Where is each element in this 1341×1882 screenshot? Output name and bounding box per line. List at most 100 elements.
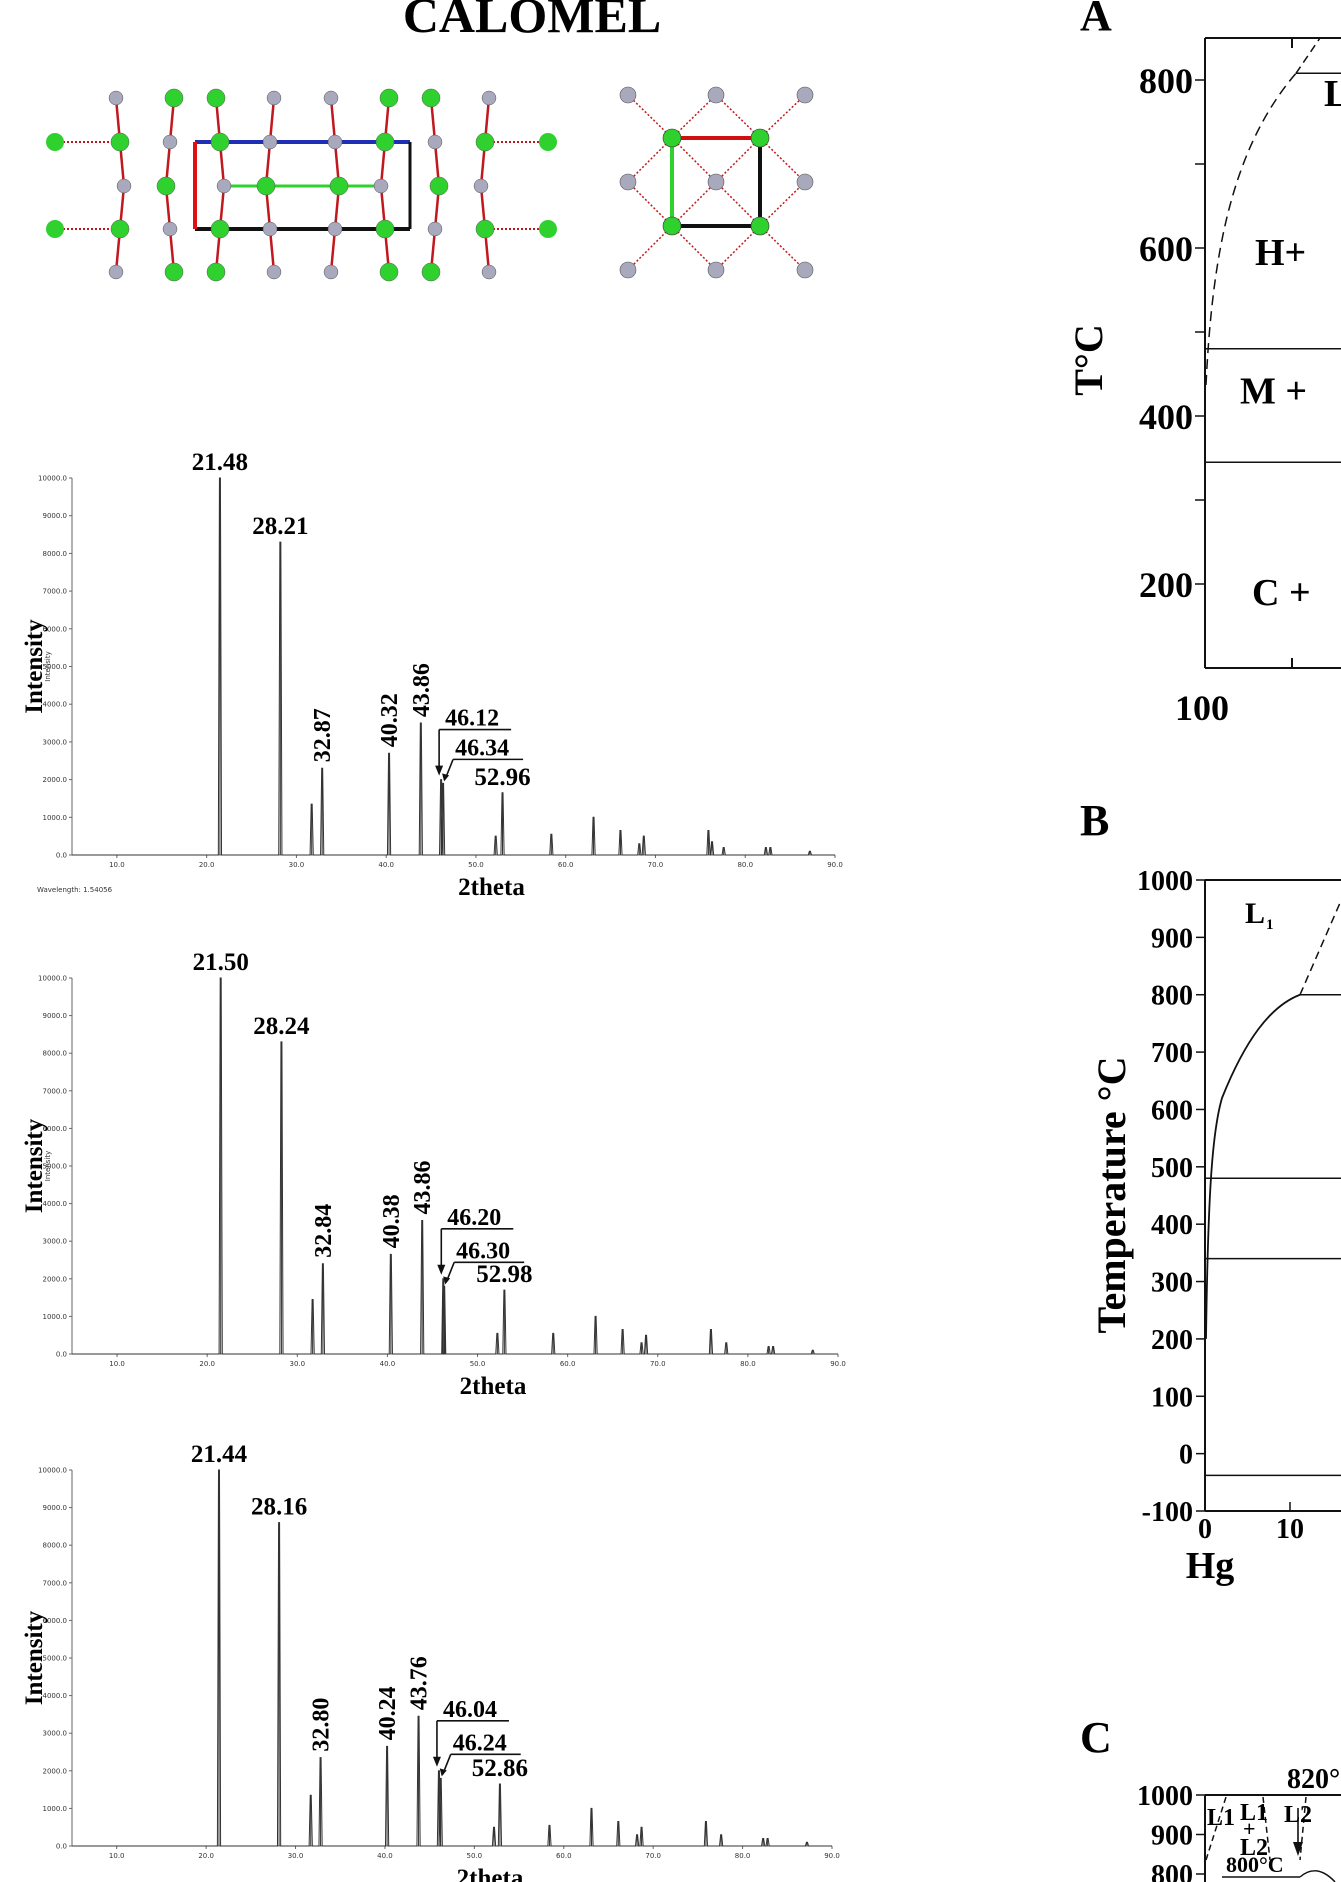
y-tick-label: 200 [1139,565,1193,605]
mercury-atom [796,261,814,279]
x-tick-label: 70.0 [645,1852,661,1860]
peak-label: 43.86 [410,1161,436,1215]
peak-label: 32.87 [310,708,336,762]
chlorine-atom [429,176,449,196]
y-tick-label: 7000.0 [43,588,68,596]
region-label: + [1243,1816,1256,1841]
y-axis-label: Intensity [21,1118,48,1213]
dotted-bond [671,137,717,183]
y-tick-label: 0.0 [56,1843,67,1851]
chlorine-atom [156,176,176,196]
y-tick-label: 300 [1151,1268,1193,1299]
dotted-bond [759,225,806,271]
boundary [1205,1796,1227,1861]
chlorine-atom [421,262,441,282]
x-tick-label: 90.0 [827,861,843,869]
annotation: 800°C [1226,1852,1284,1877]
x-tick-label: 20.0 [199,1360,215,1368]
y-tick-label: 500 [1151,1153,1193,1184]
dotted-bond [759,137,806,183]
crystal-structure-top-view [619,86,814,279]
dotted-bond [715,181,761,227]
region-label: M + [1240,370,1307,412]
y-tick-label: 9000.0 [43,1504,68,1512]
x-tick-label: 50.0 [470,1360,486,1368]
x-axis-label: 2theta [460,1373,527,1400]
y-tick-label: 1000 [1137,866,1193,897]
peak-label: 32.80 [309,1698,335,1752]
mercury-atom [327,221,343,237]
dotted-bond [715,225,761,271]
y-tick-label: 2000.0 [43,1275,68,1283]
y-axis-label: Intensity [21,619,48,714]
x-tick-label: 30.0 [288,1852,304,1860]
y-tick-label: 8000.0 [43,1050,68,1058]
x-tick-label: 60.0 [558,861,574,869]
dotted-bond [715,137,761,183]
x-axis-label: 2theta [457,1865,524,1882]
mercury-atom [481,90,497,106]
peak-label: 21.48 [192,449,248,476]
y-tick-label: 7000.0 [43,1087,68,1095]
x-tick-label: 60.0 [556,1852,572,1860]
y-tick-label: 5000.0 [43,1163,68,1171]
mercury-atom [262,134,278,150]
y-tick-label: 1000.0 [43,814,68,822]
y-tick-label: 900 [1151,923,1193,954]
panel-label: B [1080,796,1109,845]
y-tick-label: 0.0 [56,852,67,860]
x-tick-label: 40.0 [380,1360,396,1368]
y-axis-label-small: Intensity [44,651,52,681]
mercury-atom [262,221,278,237]
y-axis-label: T°C [1066,324,1111,396]
region-label: L1 [1207,1805,1235,1831]
chlorine-atom [539,220,557,238]
chlorine-atom [329,176,349,196]
y-tick-label: 800 [1139,61,1193,101]
region-label: L [1324,73,1341,115]
mercury-atom [796,86,814,104]
arrowhead [435,765,444,776]
peak-label: 52.96 [474,764,530,791]
y-tick-label: 4000.0 [43,701,68,709]
y-tick-label: 100 [1151,1382,1193,1413]
region-label-subscript: 1 [1266,917,1274,933]
x-tick-label: 80.0 [737,861,753,869]
dotted-bond [671,225,717,271]
y-tick-label: 6000.0 [43,625,68,633]
peak-label: 32.84 [311,1204,337,1258]
diffraction-trace [72,977,838,1355]
boundary [1262,1796,1271,1861]
mercury-atom [162,221,178,237]
y-tick-label: 600 [1151,1095,1193,1126]
mercury-atom [116,178,132,194]
peak-label: 28.16 [251,1494,307,1521]
peak-label: 40.24 [375,1686,401,1740]
y-tick-label: 600 [1139,229,1193,269]
y-tick-label: 200 [1151,1325,1193,1356]
figure-title: CALOMEL [403,0,661,43]
mercury-atom [481,264,497,280]
arrowhead [1293,1842,1303,1856]
peak-label: 46.24 [453,1730,507,1756]
peak-label: 43.86 [409,663,435,717]
x-axis-label: 2theta [458,874,525,901]
y-tick-label: 800 [1151,981,1193,1012]
x-tick-label: 0 [1198,1514,1212,1545]
chlorine-atom [475,132,495,152]
chlorine-atom [662,128,682,148]
x-tick-label: 90.0 [824,1852,840,1860]
region-label: L1 [1240,1800,1268,1826]
mercury-atom [619,173,637,191]
x-tick-label: 50.0 [468,861,484,869]
chlorine-atom [110,219,130,239]
y-tick-label: 2000.0 [43,1767,68,1775]
y-axis-label: Intensity [21,1610,48,1705]
y-tick-label: 10000.0 [38,475,67,483]
y-axis-label-small: Intensity [44,1151,52,1181]
xrd-pattern-1: 0.0 1000.0 2000.0 3000.0 4000.0 5000.0 6000.0 7… [21,449,843,901]
y-tick-label: 4000.0 [43,1200,68,1208]
y-tick-label: 900 [1151,1821,1193,1852]
x-tick-label: 10.0 [109,1852,125,1860]
